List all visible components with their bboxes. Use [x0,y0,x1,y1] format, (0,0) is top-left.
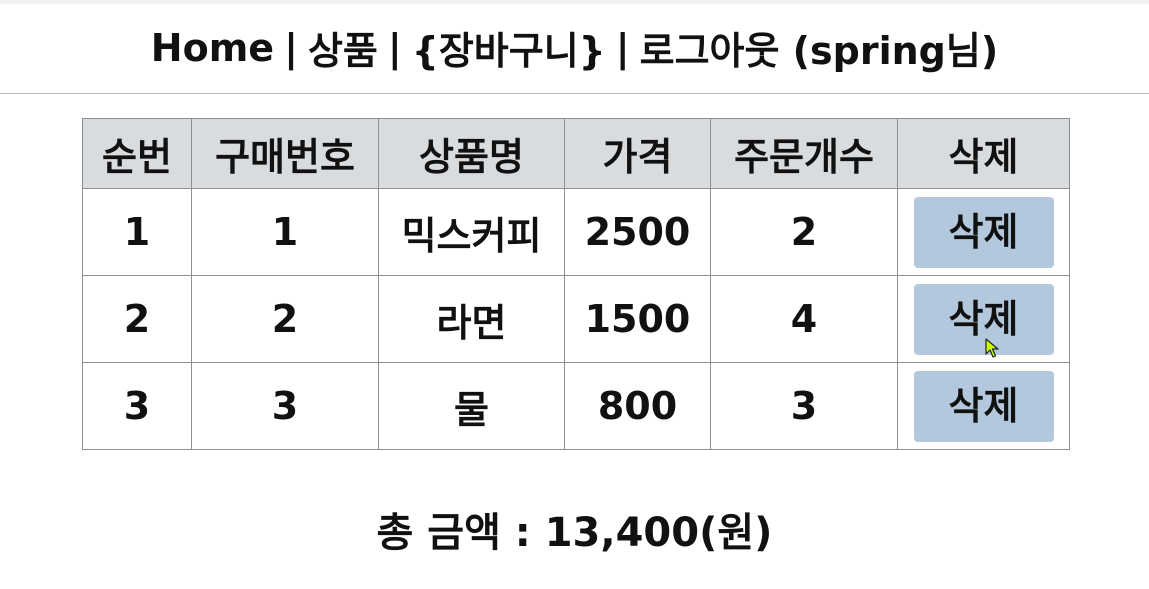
column-header-order-no: 구매번호 [191,118,379,189]
cell-quantity: 4 [710,275,898,363]
cell-order-no: 2 [191,275,379,363]
cell-product-name: 라면 [378,275,565,363]
table-row: 2 2 라면 1500 4 삭제 [82,275,1070,363]
column-header-delete: 삭제 [897,118,1070,189]
top-edge [0,0,1149,4]
cell-delete: 삭제 [897,188,1070,276]
column-header-price: 가격 [564,118,711,189]
table-row: 3 3 물 800 3 삭제 [82,362,1070,450]
nav-product-link[interactable]: 상품 [307,29,378,73]
cell-order-no: 1 [191,188,379,276]
nav-home-link[interactable]: Home [150,25,275,70]
cell-seq: 1 [82,188,192,276]
cell-seq: 3 [82,362,192,450]
cell-delete: 삭제 [897,275,1070,363]
cart-table: 순번 구매번호 상품명 가격 주문개수 삭제 1 1 믹스커피 2500 2 삭… [82,118,1070,450]
delete-button[interactable]: 삭제 [913,283,1054,355]
cell-quantity: 2 [710,188,898,276]
delete-button[interactable]: 삭제 [913,370,1054,442]
nav-separator: | [615,25,630,70]
cell-order-no: 3 [191,362,379,450]
nav-separator: | [387,25,402,70]
total-amount: 총 금액 : 13,400(원) [376,510,773,556]
cell-price: 1500 [564,275,711,363]
nav-logout-link[interactable]: 로그아웃 (spring님) [639,29,999,73]
cell-product-name: 믹스커피 [378,188,565,276]
cell-quantity: 3 [710,362,898,450]
cell-price: 800 [564,362,711,450]
cell-price: 2500 [564,188,711,276]
table-header-row: 순번 구매번호 상품명 가격 주문개수 삭제 [82,118,1070,189]
column-header-seq: 순번 [82,118,192,189]
cell-product-name: 물 [378,362,565,450]
column-header-product-name: 상품명 [378,118,565,189]
top-nav: Home | 상품 | {장바구니} | 로그아웃 (spring님) [0,0,1149,94]
delete-button[interactable]: 삭제 [913,196,1054,268]
table-row: 1 1 믹스커피 2500 2 삭제 [82,188,1070,276]
nav-separator: | [284,25,298,70]
nav-cart-link[interactable]: {장바구니} [411,29,606,73]
cell-seq: 2 [82,275,192,363]
column-header-quantity: 주문개수 [710,118,898,189]
cell-delete: 삭제 [897,362,1070,450]
